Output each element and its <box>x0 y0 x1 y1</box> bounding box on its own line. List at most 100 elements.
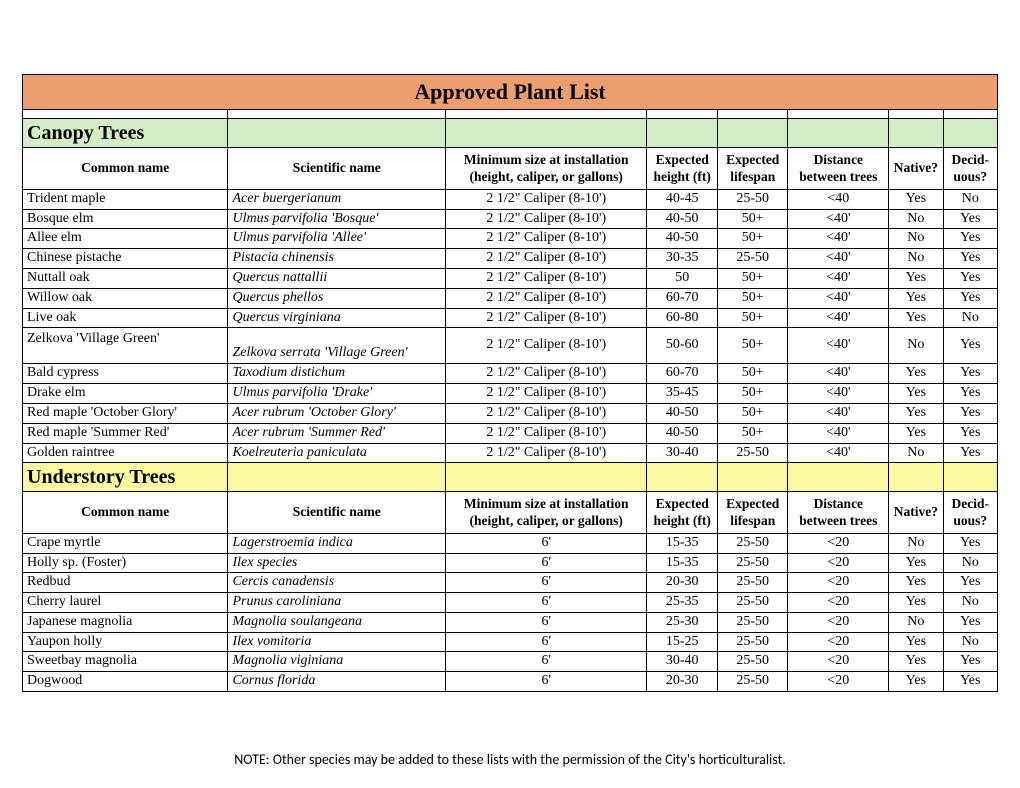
cell-common: Chinese pistache <box>23 249 228 269</box>
cell-native: Yes <box>889 423 943 443</box>
cell-common: Sweetbay magnolia <box>23 652 228 672</box>
cell-native: No <box>889 229 943 249</box>
cell-deciduous: Yes <box>943 533 997 553</box>
cell-minsize: 2 1/2" Caliper (8-10') <box>446 229 647 249</box>
hdr-native: Native? <box>889 492 943 533</box>
hdr-distance: Distance between trees <box>788 492 889 533</box>
spacer-cell <box>788 110 889 119</box>
cell-native: Yes <box>889 652 943 672</box>
cell-height: 40-50 <box>647 229 718 249</box>
table-row: DogwoodCornus florida6'20-3025-50<20YesY… <box>23 672 998 692</box>
section-cell <box>889 463 943 492</box>
hdr-minsize: Minimum size at installation (height, ca… <box>446 148 647 189</box>
cell-height: 20-30 <box>647 573 718 593</box>
cell-minsize: 6' <box>446 553 647 573</box>
cell-minsize: 2 1/2" Caliper (8-10') <box>446 403 647 423</box>
cell-scientific: Quercus virginiana <box>228 308 446 328</box>
cell-common: Red maple 'October Glory' <box>23 403 228 423</box>
section-cell <box>717 119 788 148</box>
table-row: Bosque elmUlmus parvifolia 'Bosque'2 1/2… <box>23 209 998 229</box>
cell-common: Golden raintree <box>23 443 228 463</box>
cell-deciduous: Yes <box>943 672 997 692</box>
cell-native: Yes <box>889 553 943 573</box>
cell-minsize: 2 1/2" Caliper (8-10') <box>446 328 647 364</box>
cell-common: Drake elm <box>23 384 228 404</box>
cell-lifespan: 25-50 <box>717 533 788 553</box>
cell-deciduous: Yes <box>943 229 997 249</box>
cell-minsize: 2 1/2" Caliper (8-10') <box>446 308 647 328</box>
section-cell <box>228 119 446 148</box>
cell-distance: <40' <box>788 288 889 308</box>
plant-table: Approved Plant ListCanopy TreesCommon na… <box>22 74 998 692</box>
cell-scientific: Magnolia soulangeana <box>228 612 446 632</box>
cell-deciduous: Yes <box>943 268 997 288</box>
spacer-cell <box>446 110 647 119</box>
section-row: Canopy Trees <box>23 119 998 148</box>
cell-minsize: 2 1/2" Caliper (8-10') <box>446 288 647 308</box>
cell-minsize: 2 1/2" Caliper (8-10') <box>446 268 647 288</box>
table-row: Golden raintreeKoelreuteria paniculata2 … <box>23 443 998 463</box>
cell-height: 15-25 <box>647 632 718 652</box>
cell-scientific: Ilex species <box>228 553 446 573</box>
cell-native: Yes <box>889 268 943 288</box>
cell-native: Yes <box>889 384 943 404</box>
section-row: Understory Trees <box>23 463 998 492</box>
hdr-lifespan: Expected lifespan <box>717 492 788 533</box>
page: Approved Plant ListCanopy TreesCommon na… <box>0 0 1020 788</box>
table-row: Trident mapleAcer buergerianum2 1/2" Cal… <box>23 189 998 209</box>
cell-height: 40-50 <box>647 403 718 423</box>
cell-minsize: 6' <box>446 652 647 672</box>
cell-distance: <20 <box>788 533 889 553</box>
hdr-lifespan: Expected lifespan <box>717 148 788 189</box>
cell-scientific: Ulmus parvifolia 'Drake' <box>228 384 446 404</box>
table-row: Drake elmUlmus parvifolia 'Drake'2 1/2" … <box>23 384 998 404</box>
cell-deciduous: No <box>943 632 997 652</box>
table-row: Cherry laurelPrunus caroliniana6'25-3525… <box>23 593 998 613</box>
cell-native: No <box>889 209 943 229</box>
cell-scientific: Magnolia viginiana <box>228 652 446 672</box>
hdr-scientific: Scientific name <box>228 148 446 189</box>
cell-lifespan: 25-50 <box>717 672 788 692</box>
cell-native: No <box>889 612 943 632</box>
hdr-height: Expected height (ft) <box>647 148 718 189</box>
cell-native: No <box>889 328 943 364</box>
cell-native: Yes <box>889 189 943 209</box>
cell-scientific: Ulmus parvifolia 'Bosque' <box>228 209 446 229</box>
cell-native: No <box>889 533 943 553</box>
cell-lifespan: 50+ <box>717 209 788 229</box>
cell-height: 60-70 <box>647 364 718 384</box>
cell-distance: <20 <box>788 652 889 672</box>
cell-height: 40-50 <box>647 423 718 443</box>
cell-deciduous: Yes <box>943 328 997 364</box>
cell-common: Holly sp. (Foster) <box>23 553 228 573</box>
section-cell <box>788 463 889 492</box>
cell-distance: <40' <box>788 443 889 463</box>
cell-minsize: 2 1/2" Caliper (8-10') <box>446 249 647 269</box>
cell-height: 30-40 <box>647 652 718 672</box>
cell-minsize: 6' <box>446 612 647 632</box>
cell-lifespan: 25-50 <box>717 553 788 573</box>
table-row: Holly sp. (Foster)Ilex species6'15-3525-… <box>23 553 998 573</box>
cell-lifespan: 50+ <box>717 364 788 384</box>
cell-height: 40-45 <box>647 189 718 209</box>
cell-deciduous: Yes <box>943 384 997 404</box>
cell-distance: <20 <box>788 553 889 573</box>
cell-common: Crape myrtle <box>23 533 228 553</box>
cell-minsize: 6' <box>446 593 647 613</box>
cell-common: Allee elm <box>23 229 228 249</box>
spacer-cell <box>717 110 788 119</box>
section-cell <box>647 119 718 148</box>
spacer-cell <box>228 110 446 119</box>
cell-deciduous: Yes <box>943 209 997 229</box>
hdr-common: Common name <box>23 148 228 189</box>
section-cell <box>717 463 788 492</box>
cell-deciduous: No <box>943 308 997 328</box>
cell-deciduous: Yes <box>943 288 997 308</box>
table-row: Yaupon hollyIlex vomitoria6'15-2525-50<2… <box>23 632 998 652</box>
cell-lifespan: 50+ <box>717 288 788 308</box>
cell-distance: <40' <box>788 423 889 443</box>
hdr-deciduous: Decid-uous? <box>943 492 997 533</box>
cell-lifespan: 50+ <box>717 308 788 328</box>
cell-lifespan: 25-50 <box>717 652 788 672</box>
spacer-cell <box>943 110 997 119</box>
